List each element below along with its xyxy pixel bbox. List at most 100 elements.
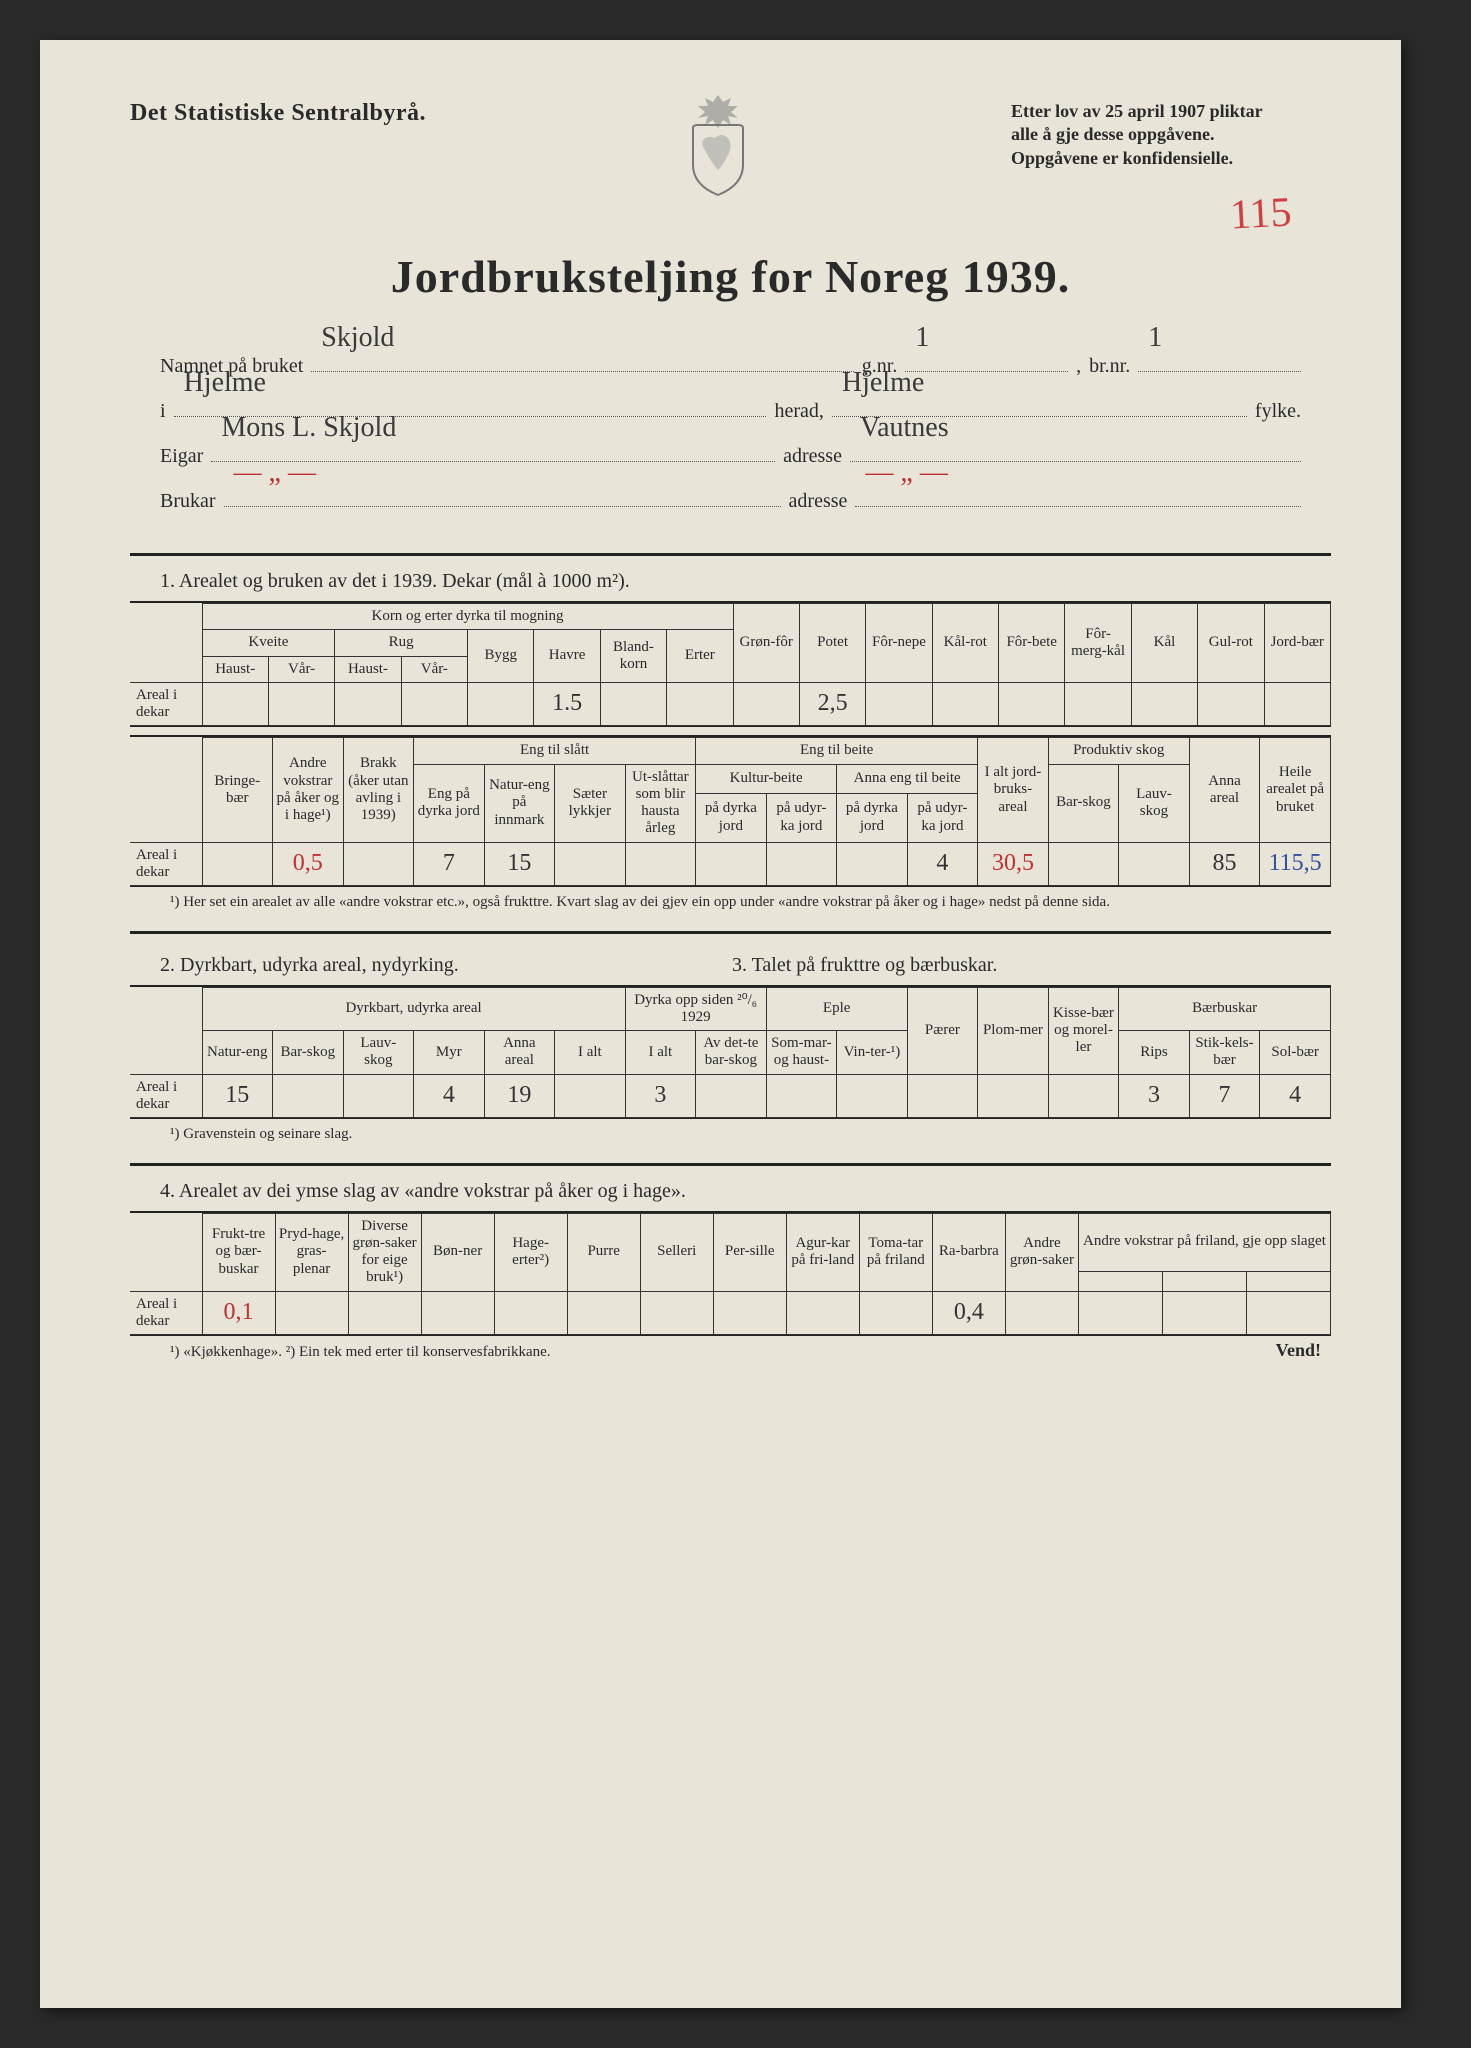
th-barskog-2: Bar-skog: [273, 1031, 344, 1075]
th-rabarbra: Ra-barbra: [932, 1213, 1005, 1291]
section-1-table-b: Bringe-bær Andre vokstrar på åker og i h…: [130, 737, 1331, 886]
section-1-footnote: ¹) Her set ein arealet av alle «andre vo…: [170, 893, 1331, 913]
section-1-heading: 1. Arealet og bruken av det i 1939. Deka…: [160, 570, 1331, 593]
th-andre-gron: Andre grøn-saker: [1005, 1213, 1078, 1291]
th-ab-dyrka: på dyrka jord: [837, 793, 908, 842]
document-title: Jordbruksteljing for Noreg 1939.: [130, 250, 1331, 303]
th-purre: Purre: [567, 1213, 640, 1291]
th-selleri: Selleri: [640, 1213, 713, 1291]
section-3-heading: 3. Talet på frukttre og bærbuskar.: [732, 954, 1331, 977]
th-anna-eng-beite: Anna eng til beite: [837, 764, 978, 793]
th-tomatar: Toma-tar på friland: [859, 1213, 932, 1291]
val-natureng: 15: [484, 842, 555, 886]
val-havre: 1.5: [534, 682, 600, 726]
val-eng-dyrka: 7: [414, 842, 485, 886]
th-diverse: Diverse grøn-saker for eige bruk¹): [348, 1213, 421, 1291]
th-kveite-var: Vår-: [268, 656, 334, 682]
section-2-heading: 2. Dyrkbart, udyrka areal, nydyrking.: [160, 954, 702, 977]
val-ialt-2: 19: [484, 1074, 555, 1118]
th-ialt-jord: I alt jord-bruks-areal: [978, 738, 1049, 842]
th-frukttre: Frukt-tre og bær-buskar: [202, 1213, 275, 1291]
val-potet: 2,5: [799, 682, 865, 726]
th-fornepe: Fôr-nepe: [866, 604, 932, 683]
th-potet: Potet: [799, 604, 865, 683]
value-brukar: — „ —: [234, 442, 316, 504]
th-korn: Korn og erter dyrka til mogning: [202, 604, 733, 630]
section-1-table-a: Korn og erter dyrka til mogning Grøn-fôr…: [130, 603, 1331, 726]
val-dyrka-ialt: 3: [625, 1074, 696, 1118]
th-lauvskog-2: Lauv-skog: [343, 1031, 414, 1075]
handwritten-page-number: 115: [1228, 188, 1292, 239]
section-4-footnote: ¹) «Kjøkkenhage». ²) Ein tek med erter t…: [170, 1343, 551, 1363]
document-page: Det Statistiske Sentralbyrå. Etter lov a…: [40, 40, 1401, 2008]
th-eple: Eple: [766, 987, 907, 1031]
label-brukar: Brukar: [160, 479, 216, 523]
th-saeter: Sæter lykkjer: [555, 764, 626, 842]
th-barskog-1: Bar-skog: [1048, 764, 1119, 842]
label-eigar: Eigar: [160, 434, 203, 478]
th-rug-haust: Haust-: [335, 656, 401, 682]
th-kveite-haust: Haust-: [202, 656, 268, 682]
th-eng-dyrka: Eng på dyrka jord: [414, 764, 485, 842]
th-bringebaer: Bringe-bær: [202, 738, 273, 842]
val-andre: 0,5: [273, 842, 344, 886]
th-kb-dyrka: på dyrka jord: [696, 793, 767, 842]
th-erter: Erter: [667, 630, 733, 683]
rowlabel-23: Areal i dekar: [130, 1074, 202, 1118]
turn-over-label: Vend!: [1276, 1340, 1331, 1361]
val-anna-beite: 4: [907, 842, 978, 886]
th-dyrka-opp: Dyrka opp siden ²⁰/₆ 1929: [625, 987, 766, 1031]
law-notice: Etter lov av 25 april 1907 pliktar alle …: [1011, 100, 1331, 170]
th-paerer: Pærer: [907, 987, 978, 1074]
property-info: Namnet på bruket Skjold g.nr. 1 , br.nr.…: [160, 343, 1301, 523]
val-heile: 115,5: [1260, 842, 1331, 886]
th-andre-friland: Andre vokstrar på friland, gje opp slage…: [1078, 1213, 1330, 1271]
th-jordbaer: Jord-bær: [1264, 604, 1330, 683]
th-kveite: Kveite: [202, 630, 335, 656]
label-brnr: br.nr.: [1089, 344, 1130, 388]
th-bygg: Bygg: [468, 630, 534, 683]
th-ialt-opp: I alt: [625, 1031, 696, 1075]
rowlabel-1b: Areal i dekar: [130, 842, 202, 886]
th-kisse: Kisse-bær og morel-ler: [1048, 987, 1119, 1074]
coat-of-arms-icon: [673, 90, 763, 200]
th-myr: Myr: [414, 1031, 485, 1075]
th-persille: Per-sille: [713, 1213, 786, 1291]
label-fylke: fylke.: [1255, 389, 1301, 433]
th-natureng-inn: Natur-eng på innmark: [484, 764, 555, 842]
header: Det Statistiske Sentralbyrå. Etter lov a…: [130, 100, 1331, 200]
law-line-1: Etter lov av 25 april 1907 pliktar: [1011, 100, 1331, 123]
th-rug: Rug: [335, 630, 468, 656]
th-forbete: Fôr-bete: [999, 604, 1065, 683]
val-solbaer: 4: [1260, 1074, 1331, 1118]
th-havre: Havre: [534, 630, 600, 683]
th-vinter: Vin-ter-¹): [837, 1031, 908, 1075]
th-baerbuskar: Bærbuskar: [1119, 987, 1331, 1031]
law-line-3: Oppgåvene er konfidensielle.: [1011, 147, 1331, 170]
val-ialt-jord: 30,5: [978, 842, 1049, 886]
th-blandkorn: Bland-korn: [600, 630, 666, 683]
val-natureng-2: 15: [202, 1074, 273, 1118]
th-stikkels: Stik-kels-bær: [1189, 1031, 1260, 1075]
th-brakk: Brakk (åker utan avling i 1939): [343, 738, 414, 842]
th-utslattar: Ut-slåttar som blir hausta årleg: [625, 764, 696, 842]
th-kb-udyrka: på udyr-ka jord: [766, 793, 837, 842]
th-agurkar: Agur-kar på fri-land: [786, 1213, 859, 1291]
label-i: i: [160, 389, 166, 433]
val-rabarbra: 0,4: [932, 1291, 1005, 1335]
bureau-name: Det Statistiske Sentralbyrå.: [130, 100, 426, 127]
val-myr: 4: [414, 1074, 485, 1118]
th-kulturbeite: Kultur-beite: [696, 764, 837, 793]
th-dyrkbart-span: Dyrkbart, udyrka areal: [202, 987, 625, 1031]
th-lauvskog-1: Lauv-skog: [1119, 764, 1190, 842]
th-andre-vokstrar: Andre vokstrar på åker og i hage¹): [273, 738, 344, 842]
value-brnr: 1: [1148, 307, 1162, 369]
th-hageerter: Hage-erter²): [494, 1213, 567, 1291]
val-anna-areal: 85: [1189, 842, 1260, 886]
rowlabel-4: Areal i dekar: [130, 1291, 202, 1335]
th-prod-skog: Produktiv skog: [1048, 738, 1189, 764]
section-2-3-table: Dyrkbart, udyrka areal Dyrka opp siden ²…: [130, 987, 1331, 1119]
law-line-2: alle å gje desse oppgåvene.: [1011, 123, 1331, 146]
section-4-table: Frukt-tre og bær-buskar Pryd-hage, gras-…: [130, 1213, 1331, 1336]
val-frukt: 0,1: [202, 1291, 275, 1335]
